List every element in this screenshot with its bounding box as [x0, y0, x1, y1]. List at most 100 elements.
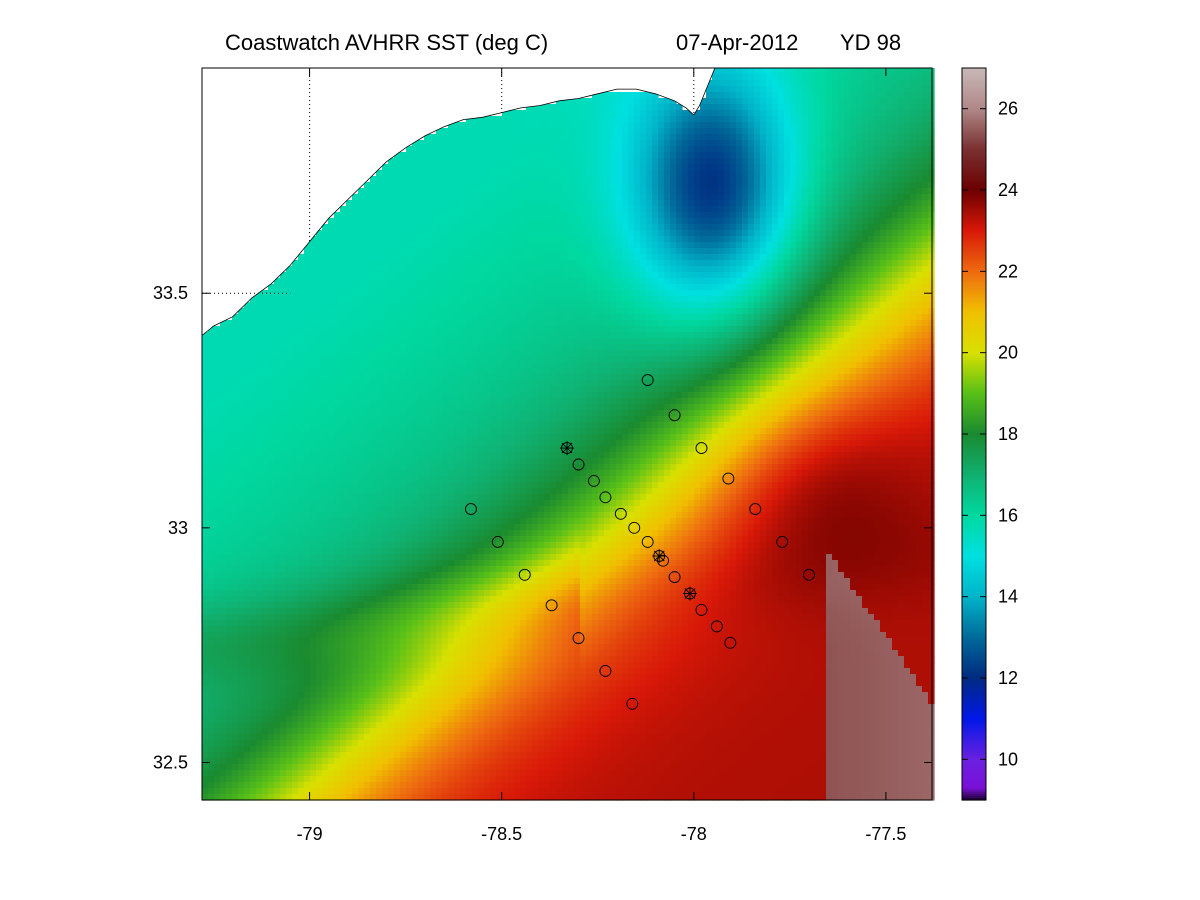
sst-cell — [460, 314, 467, 321]
sst-cell — [694, 182, 701, 189]
sst-cell — [502, 206, 509, 213]
sst-cell — [832, 206, 839, 213]
sst-cell — [466, 278, 473, 285]
sst-cell — [772, 74, 779, 81]
sst-cell — [436, 362, 443, 369]
sst-cell — [598, 152, 605, 159]
sst-cell — [256, 338, 263, 345]
sst-cell — [718, 296, 725, 303]
sst-cell — [832, 284, 839, 291]
sst-cell — [676, 362, 683, 369]
sst-cell — [370, 182, 377, 189]
sst-cell — [508, 320, 515, 327]
sst-cell — [868, 278, 875, 285]
sst-cell — [856, 236, 863, 243]
sst-cell — [676, 206, 683, 213]
sst-cell — [838, 170, 845, 177]
sst-cell — [298, 272, 305, 279]
sst-cell — [508, 236, 515, 243]
sst-cell — [832, 260, 839, 267]
sst-cell — [616, 116, 623, 123]
sst-cell — [412, 218, 419, 225]
sst-cell — [640, 224, 647, 231]
sst-cell — [898, 218, 905, 225]
sst-cell — [808, 344, 815, 351]
sst-cell — [550, 176, 557, 183]
sst-cell — [484, 260, 491, 267]
sst-cell — [352, 248, 359, 255]
sst-cell — [400, 224, 407, 231]
sst-cell — [376, 308, 383, 315]
sst-cell — [598, 242, 605, 249]
sst-cell — [766, 284, 773, 291]
sst-cell — [370, 188, 377, 195]
sst-cell — [694, 140, 701, 147]
sst-cell — [394, 308, 401, 315]
sst-cell — [424, 218, 431, 225]
sst-cell — [598, 212, 605, 219]
sst-cell — [580, 284, 587, 291]
sst-cell — [586, 236, 593, 243]
sst-cell — [346, 338, 353, 345]
sst-cell — [646, 194, 653, 201]
sst-cell — [274, 368, 281, 375]
sst-cell — [520, 200, 527, 207]
sst-cell — [832, 98, 839, 105]
sst-cell — [508, 194, 515, 201]
sst-cell — [472, 170, 479, 177]
sst-cell — [364, 350, 371, 357]
sst-cell — [856, 290, 863, 297]
sst-cell — [922, 206, 929, 213]
sst-cell — [586, 314, 593, 321]
sst-cell — [736, 122, 743, 129]
sst-cell — [748, 356, 755, 363]
sst-cell — [394, 332, 401, 339]
sst-cell — [304, 350, 311, 357]
sst-cell — [850, 122, 857, 129]
sst-cell — [622, 350, 629, 357]
sst-cell — [406, 170, 413, 177]
sst-cell — [730, 290, 737, 297]
sst-cell — [772, 128, 779, 135]
sst-cell — [928, 164, 935, 171]
sst-cell — [592, 152, 599, 159]
sst-cell — [856, 146, 863, 153]
sst-cell — [538, 104, 545, 111]
sst-cell — [358, 320, 365, 327]
sst-cell — [670, 308, 677, 315]
sst-cell — [808, 284, 815, 291]
sst-cell — [382, 230, 389, 237]
sst-cell — [400, 236, 407, 243]
sst-cell — [562, 218, 569, 225]
sst-cell — [316, 374, 323, 381]
sst-cell — [490, 278, 497, 285]
sst-cell — [694, 122, 701, 129]
sst-cell — [730, 332, 737, 339]
sst-cell — [640, 146, 647, 153]
sst-cell — [856, 374, 863, 381]
sst-cell — [916, 188, 923, 195]
sst-cell — [280, 338, 287, 345]
sst-cell — [676, 182, 683, 189]
sst-cell — [790, 368, 797, 375]
sst-cell — [748, 266, 755, 273]
sst-cell — [700, 98, 707, 105]
sst-cell — [508, 356, 515, 363]
sst-cell — [322, 272, 329, 279]
sst-cell — [538, 260, 545, 267]
sst-cell — [880, 314, 887, 321]
sst-cell — [850, 290, 857, 297]
sst-cell — [430, 272, 437, 279]
sst-cell — [826, 224, 833, 231]
sst-cell — [736, 134, 743, 141]
sst-cell — [910, 296, 917, 303]
sst-cell — [544, 116, 551, 123]
sst-cell — [436, 332, 443, 339]
sst-cell — [520, 302, 527, 309]
sst-cell — [874, 254, 881, 261]
sst-cell — [886, 146, 893, 153]
sst-cell — [424, 350, 431, 357]
sst-cell — [334, 374, 341, 381]
sst-cell — [886, 284, 893, 291]
sst-cell — [400, 320, 407, 327]
